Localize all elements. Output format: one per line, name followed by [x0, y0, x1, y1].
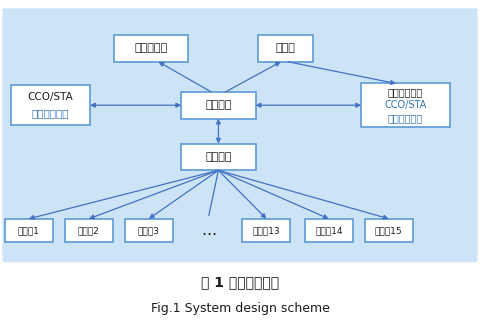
Text: …: …	[201, 223, 216, 238]
Text: 屏蔽箱1: 屏蔽箱1	[18, 226, 40, 235]
Text: 主节点屏蔽箱: 主节点屏蔽箱	[32, 109, 69, 119]
Text: 开关矩阵: 开关矩阵	[205, 100, 232, 110]
Text: 屏蔽箱2: 屏蔽箱2	[78, 226, 100, 235]
FancyBboxPatch shape	[361, 84, 450, 127]
FancyBboxPatch shape	[365, 219, 413, 242]
Text: 图 1 系统设计方案: 图 1 系统设计方案	[201, 275, 279, 289]
FancyBboxPatch shape	[65, 219, 113, 242]
Text: 透明收发设备: 透明收发设备	[388, 88, 423, 98]
FancyBboxPatch shape	[5, 219, 53, 242]
FancyBboxPatch shape	[11, 85, 90, 125]
Text: 信号分析仪: 信号分析仪	[134, 43, 168, 53]
Text: CCO/STA: CCO/STA	[384, 100, 427, 110]
FancyBboxPatch shape	[242, 219, 290, 242]
Text: CCO/STA: CCO/STA	[27, 92, 73, 102]
Text: 信号矩阵: 信号矩阵	[205, 152, 232, 162]
FancyBboxPatch shape	[125, 219, 173, 242]
Text: 屏蔽箱13: 屏蔽箱13	[252, 226, 280, 235]
FancyBboxPatch shape	[2, 8, 478, 262]
FancyBboxPatch shape	[181, 92, 255, 119]
Text: 屏蔽箱15: 屏蔽箱15	[375, 226, 403, 235]
FancyBboxPatch shape	[181, 144, 255, 170]
Text: 子节点屏蔽箱: 子节点屏蔽箱	[388, 113, 423, 123]
Text: Fig.1 System design scheme: Fig.1 System design scheme	[151, 303, 329, 315]
FancyBboxPatch shape	[305, 219, 353, 242]
Text: 屏蔽箱14: 屏蔽箱14	[315, 226, 343, 235]
Text: 信号源: 信号源	[276, 43, 296, 53]
FancyBboxPatch shape	[258, 35, 313, 62]
Text: 屏蔽箱3: 屏蔽箱3	[138, 226, 160, 235]
FancyBboxPatch shape	[114, 35, 188, 62]
